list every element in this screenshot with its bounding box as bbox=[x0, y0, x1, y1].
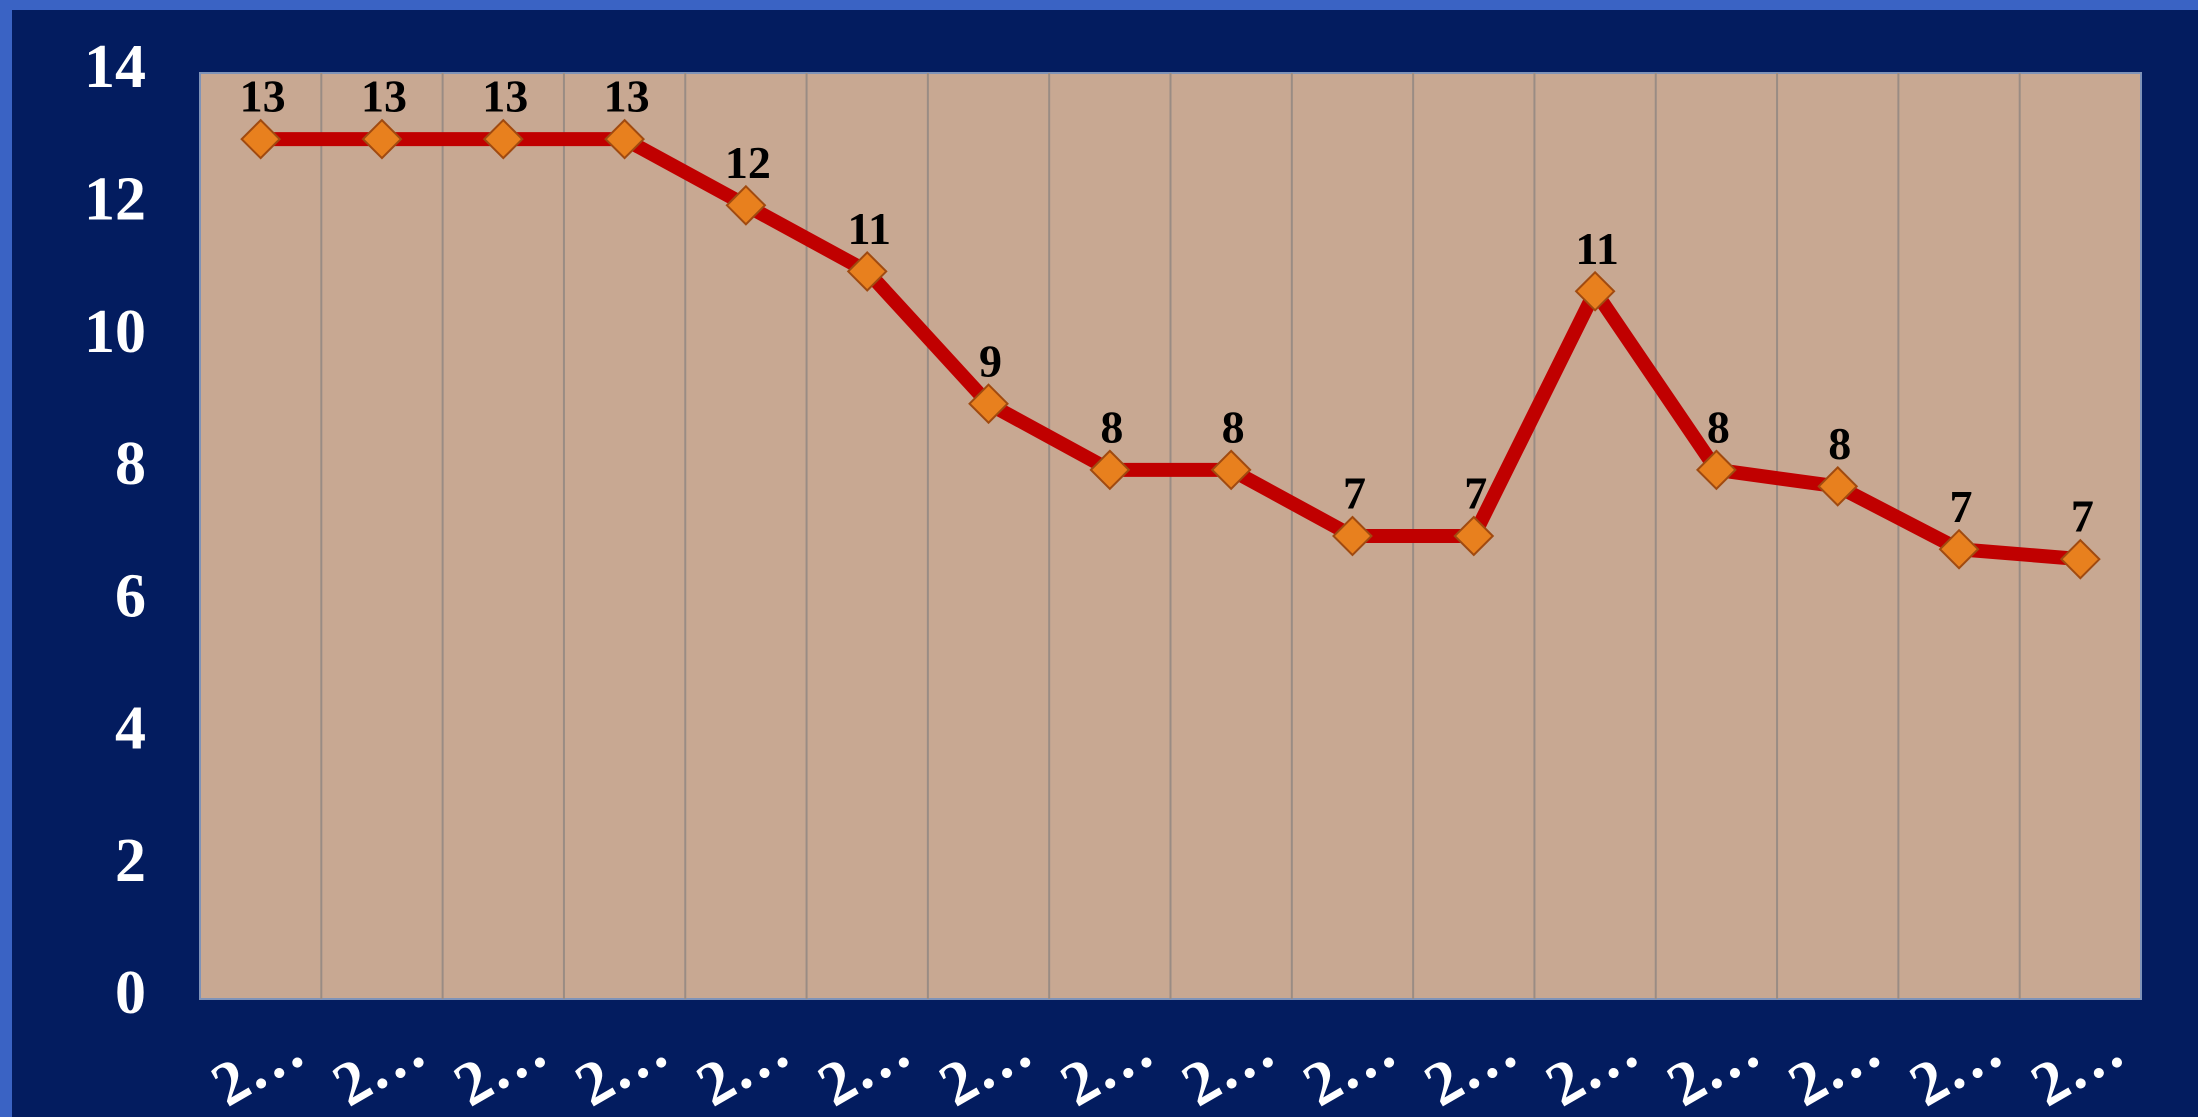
marker bbox=[846, 251, 888, 292]
y-tick-label: 4 bbox=[115, 695, 146, 763]
value-label: 13 bbox=[482, 71, 528, 122]
value-label: 7 bbox=[1343, 468, 1366, 519]
value-label: 12 bbox=[725, 137, 771, 188]
value-label: 7 bbox=[2071, 491, 2094, 542]
value-label: 11 bbox=[1575, 223, 1618, 274]
y-tick-label: 10 bbox=[84, 298, 146, 366]
marker bbox=[1453, 515, 1495, 557]
marker bbox=[240, 118, 282, 160]
value-label: 8 bbox=[1222, 401, 1245, 452]
marker bbox=[2059, 538, 2101, 580]
value-label: 7 bbox=[1950, 481, 1973, 532]
y-tick-label: 8 bbox=[115, 430, 146, 498]
marker bbox=[482, 118, 524, 160]
value-label: 8 bbox=[1828, 418, 1851, 469]
value-label: 8 bbox=[1707, 401, 1730, 452]
marker bbox=[1089, 449, 1131, 491]
line bbox=[260, 132, 2081, 567]
marker bbox=[1817, 465, 1859, 507]
value-label: 9 bbox=[979, 335, 1002, 386]
value-label: 7 bbox=[1464, 468, 1487, 519]
y-tick-label: 12 bbox=[84, 166, 146, 234]
value-label: 13 bbox=[604, 71, 650, 122]
marker bbox=[1938, 528, 1980, 570]
marker bbox=[1332, 515, 1373, 557]
marker bbox=[1574, 270, 1616, 312]
value-label: 11 bbox=[847, 203, 890, 254]
y-tick-label: 14 bbox=[84, 33, 146, 101]
value-label: 13 bbox=[361, 71, 407, 122]
marker bbox=[1210, 449, 1252, 491]
y-tick-label: 2 bbox=[115, 827, 146, 895]
marker bbox=[604, 118, 646, 160]
marker bbox=[361, 118, 403, 160]
y-tick-label: 0 bbox=[115, 959, 146, 1027]
value-label: 8 bbox=[1100, 401, 1123, 452]
y-tick-label: 6 bbox=[115, 562, 146, 630]
value-label: 13 bbox=[240, 71, 286, 122]
marker bbox=[1695, 449, 1737, 491]
marker bbox=[725, 184, 767, 226]
marker bbox=[968, 383, 1009, 425]
